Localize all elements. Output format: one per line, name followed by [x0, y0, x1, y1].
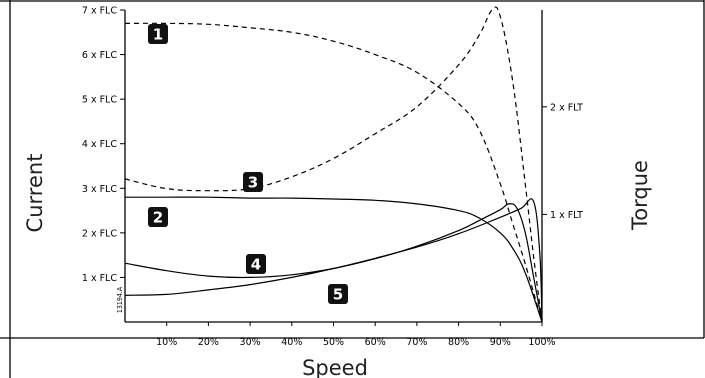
series-layer: [124, 6, 543, 323]
left-y-tick-label: 7 x FLC: [82, 6, 117, 17]
marker-badge: [243, 172, 263, 192]
left-y-tick-label: 1 x FLC: [82, 273, 117, 284]
ticks-layer: 10% 20% 30% 40% 50% 60% 70% 80% 90% 100% 1 x FLC 2 …: [82, 6, 583, 349]
x-axis-title: Speed: [302, 356, 368, 378]
marker-label: 1: [153, 26, 163, 44]
x-tick-label: 30%: [240, 337, 261, 348]
marker-4: 4: [246, 254, 266, 274]
marker-5: 5: [328, 284, 348, 304]
marker-badge: [328, 284, 348, 304]
reference-code: 13194.A: [116, 286, 124, 313]
x-tick-label: 10%: [156, 337, 177, 348]
marker-badge: [246, 254, 266, 274]
marker-2: 2: [148, 207, 168, 227]
x-tick-label: 60%: [365, 337, 386, 348]
right-y-tick-label: 2 x FLT: [550, 102, 583, 113]
x-tick-label: 40%: [281, 337, 302, 348]
marker-label: 5: [333, 286, 343, 304]
marker-1: 1: [148, 24, 168, 44]
x-tick-label: 50%: [323, 337, 344, 348]
right-axis-title: Torque: [628, 160, 652, 231]
right-y-tick-label: 1 x FLT: [550, 210, 583, 221]
marker-label: 3: [248, 174, 258, 192]
left-y-tick-label: 5 x FLC: [82, 95, 117, 106]
marker-badge: [148, 24, 168, 44]
x-tick-label: 80%: [448, 337, 469, 348]
curve-1: [124, 22, 543, 323]
x-tick-label: 70%: [406, 337, 427, 348]
x-tick-label: 20%: [198, 337, 219, 348]
curve-3: [124, 6, 543, 323]
left-y-tick-label: 2 x FLC: [82, 228, 117, 239]
x-tick-label: 100%: [528, 337, 555, 348]
marker-badge: [148, 207, 168, 227]
marker-label: 4: [251, 256, 261, 274]
marker-label: 2: [153, 209, 163, 227]
left-y-tick-label: 4 x FLC: [82, 139, 117, 150]
marker-3: 3: [243, 172, 263, 192]
left-y-tick-label: 6 x FLC: [82, 50, 117, 61]
left-y-tick-label: 3 x FLC: [82, 184, 117, 195]
curve-4: [124, 203, 543, 323]
curve-5: [124, 198, 543, 323]
curve-2: [125, 196, 543, 323]
left-axis-title: Current: [23, 154, 47, 233]
x-tick-label: 90%: [490, 337, 511, 348]
markers-layer: 1 2 3 4 5: [148, 24, 348, 304]
